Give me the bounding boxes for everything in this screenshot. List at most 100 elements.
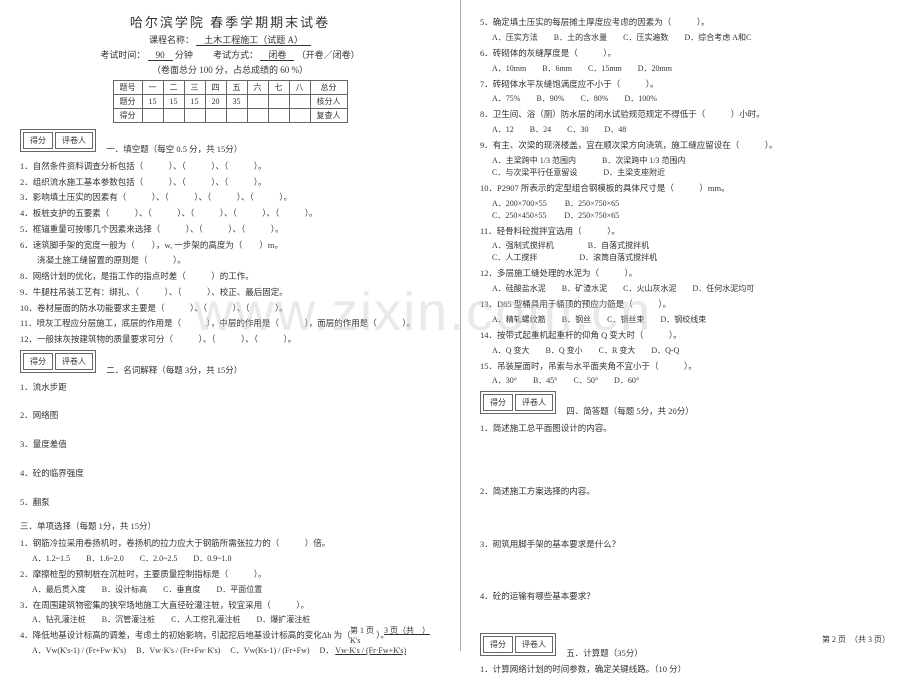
s3q11o: A．强制式搅拌机 B．自落式搅拌机 C．人工搅拌 D．滚筒自落式搅拌机	[492, 240, 900, 264]
mini-box-4: 得分评卷人	[480, 633, 556, 656]
col5: 五	[226, 81, 247, 95]
s5q1: 1．计算网络计划的时间参数，确定关键线路。（10 分）	[480, 663, 900, 676]
s3q14: 14．按带式起重机起重杆的仰角 Q 变大时（ ）。	[480, 329, 900, 342]
r2c3: 15	[184, 95, 205, 109]
header: 哈尔滨学院 春季学期期末试卷 课程名称： 土木工程施工（试题 A） 考试时间： …	[20, 12, 440, 123]
s2q5: 5．翻泵	[20, 496, 440, 509]
r2c8	[289, 95, 310, 109]
s3q11: 11．轻骨料砼搅拌宜选用（ ）。	[480, 225, 900, 238]
sec3-title: 三．单项选择（每题 1分，共 15分）	[20, 520, 440, 533]
s3q8: 8．卫生间、浴（厕）防水层的闭水试验规范规定不得低于（ ）小时。	[480, 108, 900, 121]
q10d: D．250×750×65	[564, 211, 619, 220]
s3q2: 2．摩擦桩型的预制桩在沉桩时，主要质量控制指标是（ ）。	[20, 568, 440, 581]
fl-p1: 第 1 页	[350, 626, 374, 635]
b5	[226, 109, 247, 123]
fl-base: K's	[350, 636, 360, 645]
s2q1: 1．流水步距	[20, 381, 440, 394]
col6: 六	[247, 81, 268, 95]
s3q15: 15．吊装屋面时，吊索与水平面夹角不宜小于（ ）。	[480, 360, 900, 373]
s3q9o: A．主梁跨中 1/3 范围内 B．次梁跨中 1/3 范围内 C．与次梁平行任意留…	[492, 155, 900, 179]
section-1: 1．自然条件资料调查分析包括（ ）、（ ）、（ ）。 2．组织流水施工基本参数包…	[20, 160, 440, 346]
s1q9: 10．卷材屋面的防水功能要求主要是（ ）、（ ）、（ ）。	[20, 302, 440, 315]
time-value: 90	[148, 50, 173, 61]
mb41: 得分	[483, 636, 513, 653]
s1q2: 2．组织流水施工基本参数包括（ ）、（ ）、（ ）。	[20, 176, 440, 189]
s3q1: 1．钢筋冷拉采用卷扬机时，卷扬机的拉力应大于钢筋所需张拉力的（ ）倍。	[20, 537, 440, 550]
s3q3: 3．在周围建筑物密集的狭窄场地施工大直径砼灌注桩，较宜采用（ ）。	[20, 599, 440, 612]
s1q6a: 6．速筑脚手架的宽度一般为（ ），w, 一步架的高度为（ ）m。	[20, 239, 440, 252]
r3hdr: 得分	[113, 109, 142, 123]
title: 哈尔滨学院 春季学期期末试卷	[20, 12, 440, 31]
s1q4: 4．板桩支护的五要素（ ）、（ ）、（ ）、（ ）、（ ）。	[20, 207, 440, 220]
page-right: 5．确定填土压实的每层摊土厚度应考虑的因素为（ ）。 A．压实方法 B．土的含水…	[460, 0, 920, 651]
s1q3: 3．影响填土压实的因素有（ ）、（ ）、（ ）、（ ）。	[20, 191, 440, 204]
q11d: D．滚筒自落式搅拌机	[579, 253, 657, 262]
col2: 二	[163, 81, 184, 95]
time-unit: 分钟	[175, 50, 193, 60]
mode-line: 考试时间： 90 分钟 考试方式： 闭卷 （开卷／闭卷）	[20, 48, 440, 61]
r2c7	[268, 95, 289, 109]
s3q10o: A．200×700×55 B．250×750×65 C．250×450×55 D…	[492, 198, 900, 222]
q10a: A．200×700×55	[492, 199, 547, 208]
page-left: 哈尔滨学院 春季学期期末试卷 课程名称： 土木工程施工（试题 A） 考试时间： …	[0, 0, 460, 651]
total-note: （卷面总分 100 分，占总成绩的 60 %）	[20, 63, 440, 76]
s1q5: 5．框锚重量可按哪几个因素来选择（ ）、（ ）、（ ）。	[20, 223, 440, 236]
s3q12: 12．多层施工缝处理的水泥为（ ）。	[480, 267, 900, 280]
subtitle: 春季学期期末试卷	[210, 15, 330, 30]
s3q4o: A．Vw(K's-1) / (Fr+Fw·K's) B．Vw·K's / (Fr…	[32, 645, 440, 657]
b2	[163, 109, 184, 123]
b3	[184, 109, 205, 123]
r2c5: 35	[226, 95, 247, 109]
q11c: C．人工搅拌	[492, 253, 537, 262]
r2hdr: 题分	[113, 95, 142, 109]
s2q3: 3．量度差值	[20, 438, 440, 451]
mode-value: 闭卷	[260, 50, 294, 61]
sec2-title: 二．名词解释（每题 3分，共 15分）	[106, 365, 242, 375]
mb42: 评卷人	[515, 636, 553, 653]
s1q1: 1．自然条件资料调查分析包括（ ）、（ ）、（ ）。	[20, 160, 440, 173]
mode-label: 考试方式：	[213, 50, 258, 60]
s3q14o: A．Q 变大 B．Q 变小 C．R 变大 D．Q-Q	[492, 345, 900, 357]
time-label: 考试时间：	[100, 50, 145, 60]
mb31: 得分	[483, 394, 513, 411]
mb21: 得分	[23, 353, 53, 370]
b7	[268, 109, 289, 123]
s2q2: 2．网络图	[20, 409, 440, 422]
hdr-titlecol: 题号	[113, 81, 142, 95]
q9b: B．次梁跨中 1/3 范围内	[602, 156, 686, 165]
total: 总分	[310, 81, 347, 95]
s3q1o: A．1.2~1.5 B．1.6~2.0 C．2.0~2.5 D．0.9~1.0	[32, 553, 440, 565]
col3: 三	[184, 81, 205, 95]
mini-box-2: 得分评卷人	[20, 350, 96, 373]
s4q4: 4．砼的运输有哪些基本要求？	[480, 590, 900, 603]
s1q6b: 浇凝土施工缝留置的原则是（ ）。	[20, 254, 440, 267]
section-3-cont: 5．确定填土压实的每层摊土厚度应考虑的因素为（ ）。 A．压实方法 B．土的含水…	[480, 16, 900, 387]
b6	[247, 109, 268, 123]
s3q6: 6．砖砌体的灰缝厚度是（ ）。	[480, 47, 900, 60]
s2q4: 4．砼的临界强度	[20, 467, 440, 480]
q11a: A．强制式搅拌机	[492, 241, 554, 250]
b4	[205, 109, 226, 123]
s3q10: 10．P2907 所表示的定型组合钢模板的具体尺寸是（ ）mm。	[480, 182, 900, 195]
mb22: 评卷人	[55, 353, 93, 370]
section-2: 1．流水步距 2．网络图 3．量度差值 4．砼的临界强度 5．翻泵	[20, 381, 440, 509]
r2c4: 20	[205, 95, 226, 109]
fl-note: 3 页（共 ）	[384, 626, 430, 635]
footer-left: 第 1 页 3 页（共 ） K's	[350, 625, 430, 645]
mb2: 评卷人	[55, 132, 93, 149]
s3q15o: A．30° B．45° C．50° D．60°	[492, 375, 900, 387]
q9d: D．主梁支座附近	[603, 168, 665, 177]
s4q3: 3．砌筑用脚手架的基本要求是什么？	[480, 538, 900, 551]
q11b: B．自落式搅拌机	[588, 241, 649, 250]
r2c2: 15	[163, 95, 184, 109]
s1q11: 12．一般抹灰按建筑物的质量要求可分（ ）、（ ）、（ ）。	[20, 333, 440, 346]
footer-right: 第 2 页 （共 3 页）	[822, 634, 890, 645]
mb32: 评卷人	[515, 394, 553, 411]
course-line: 课程名称： 土木工程施工（试题 A）	[20, 33, 440, 46]
q9c: C．与次梁平行任意留设	[492, 168, 577, 177]
s3q7o: A．75% B．90% C．80% D．100%	[492, 93, 900, 105]
score-table: 题号 一 二 三 四 五 六 七 八 总分 题分 15 15 15 20 35	[113, 80, 348, 123]
s3q13: 13．D85 型桶具用于桶顶的预应力筋是（ ）。	[480, 298, 900, 311]
b8	[289, 109, 310, 123]
s3q7: 7．砖砌体水平灰缝饱满度应不小于（ ）。	[480, 78, 900, 91]
